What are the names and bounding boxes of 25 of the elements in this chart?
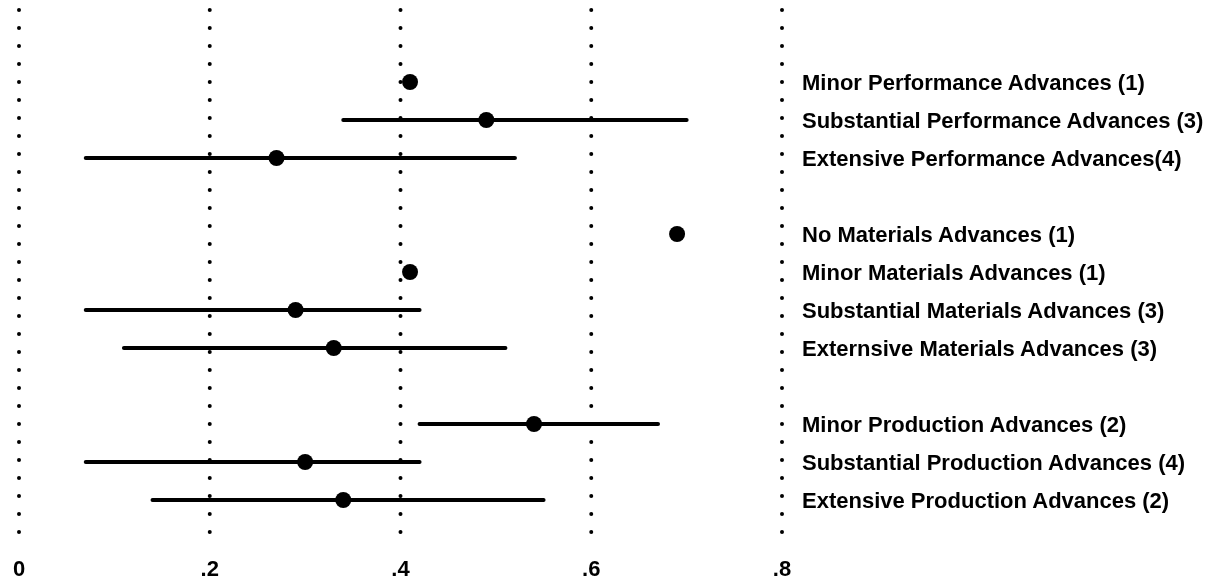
point	[335, 492, 352, 508]
x-tick-label: .6	[582, 556, 601, 580]
y-tick-label: Extensive Performance Advances(4)	[802, 145, 1182, 171]
point	[669, 226, 686, 242]
x-tick-label: .8	[772, 556, 792, 580]
x-tick-label: .4	[391, 556, 411, 580]
y-tick-label: Substantial Production Advances (4)	[802, 449, 1186, 475]
point	[325, 340, 342, 356]
y-tick-label: Minor Performance Advances (1)	[802, 69, 1145, 95]
x-tick-label: .2	[200, 556, 219, 580]
point	[526, 416, 543, 432]
point	[287, 302, 304, 318]
y-tick-label: Minor Materials Advances (1)	[802, 259, 1106, 285]
y-tick-label: Extensive Production Advances (2)	[802, 487, 1170, 513]
point	[297, 454, 314, 470]
y-tick-label: No Materials Advances (1)	[802, 221, 1076, 247]
y-tick-label: Substantial Materials Advances (3)	[802, 297, 1165, 323]
point	[402, 264, 419, 280]
y-tick-label: Externsive Materials Advances (3)	[802, 335, 1158, 361]
point	[268, 150, 285, 166]
y-tick-label: Minor Production Advances (2)	[802, 411, 1127, 437]
point	[402, 74, 419, 90]
y-tick-label: Substantial Performance Advances (3)	[802, 107, 1204, 133]
x-tick-label: 0	[12, 556, 26, 580]
point	[478, 112, 495, 128]
